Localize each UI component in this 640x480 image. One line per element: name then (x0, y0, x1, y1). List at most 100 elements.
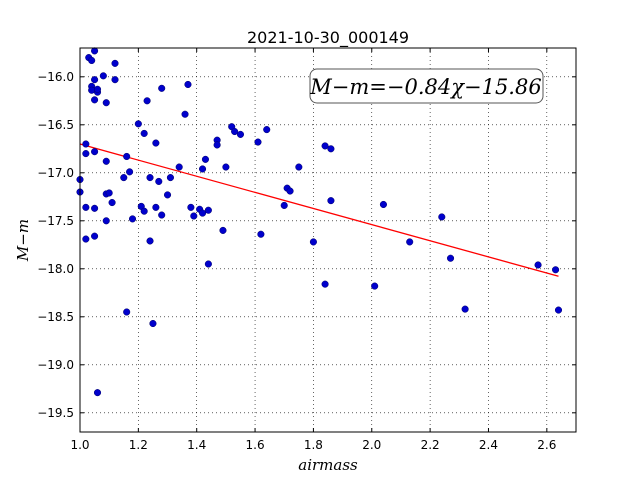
data-point (280, 201, 288, 209)
data-point (321, 280, 329, 288)
data-point (91, 76, 99, 84)
data-point (371, 282, 379, 290)
data-point (286, 187, 294, 195)
data-point (108, 199, 116, 207)
data-point (184, 80, 192, 89)
data-point (105, 189, 113, 197)
fit-equation: M−m=−0.84χ−15.86 (309, 75, 541, 99)
y-tick-labels: −16.0 −16.5 −17.0 −17.5 −18.0 −18.5 −19.0 −19.5 (37, 70, 74, 420)
y-tick-label: −19.5 (37, 406, 74, 420)
data-point (222, 163, 230, 171)
data-point (175, 163, 183, 171)
data-point (446, 254, 455, 262)
data-point (295, 163, 303, 171)
plot-frame (79, 47, 577, 433)
data-point (93, 389, 102, 397)
x-axis-label: airmass (298, 456, 358, 474)
y-tick-label: −18.0 (37, 262, 74, 276)
data-point (91, 204, 99, 212)
x-tick-label: 1.4 (187, 438, 206, 452)
data-point (198, 209, 207, 217)
data-point (406, 238, 414, 246)
data-point (204, 260, 212, 268)
data-point (309, 238, 317, 246)
data-point (438, 213, 446, 221)
data-point (91, 148, 99, 156)
y-tick-label: −17.0 (37, 166, 74, 180)
data-point (181, 110, 189, 118)
data-point (163, 191, 172, 199)
x-tick-labels: 1.0 1.2 1.4 1.6 1.8 2.0 2.2 2.4 2.6 (70, 438, 556, 452)
data-point (236, 130, 245, 138)
x-tick-label: 1.0 (70, 438, 89, 452)
data-point (91, 96, 99, 104)
data-point (321, 142, 329, 150)
annotation-box (309, 68, 544, 104)
data-point (102, 157, 110, 165)
data-point (254, 138, 262, 146)
data-point (102, 217, 110, 225)
data-point (134, 120, 142, 128)
data-point (123, 152, 131, 161)
data-point (552, 266, 560, 274)
data-point (93, 85, 102, 93)
data-point (152, 139, 160, 147)
data-point (91, 47, 99, 55)
data-point (146, 237, 154, 245)
y-tick-label: −16.5 (37, 118, 74, 132)
data-point (219, 226, 227, 234)
y-tick-label: −18.5 (37, 310, 74, 324)
data-point (152, 203, 160, 211)
data-point (204, 206, 212, 214)
data-point (126, 168, 134, 176)
data-point (213, 141, 221, 149)
data-point (82, 235, 90, 243)
x-tick-label: 1.8 (304, 438, 323, 452)
data-point (88, 56, 96, 65)
data-point (534, 261, 542, 269)
y-tick-label: −16.0 (37, 70, 74, 84)
x-tick-label: 2.6 (537, 438, 556, 452)
data-point (82, 203, 90, 211)
data-point (166, 174, 174, 182)
ticks (79, 48, 576, 432)
data-point (82, 150, 90, 158)
data-point (146, 174, 154, 182)
fit-layer (79, 143, 559, 277)
plot-area (80, 48, 576, 432)
chart-title: 2021-10-30_000149 (247, 28, 409, 48)
data-point (149, 319, 157, 328)
data-point (111, 76, 119, 84)
x-tick-label: 2.0 (362, 438, 381, 452)
data-point (158, 211, 166, 219)
data-point (123, 308, 131, 316)
data-point (187, 203, 195, 211)
data-point (155, 177, 163, 185)
data-point (461, 305, 469, 313)
grid (79, 48, 576, 432)
data-point (327, 145, 335, 153)
fit-line (79, 143, 559, 277)
fit-annotation: M−m=−0.84χ−15.86 (309, 68, 544, 104)
data-point (128, 215, 137, 223)
data-point (140, 207, 148, 215)
data-point (82, 140, 90, 148)
x-tick-label: 1.6 (246, 438, 265, 452)
data-point (140, 129, 148, 137)
data-point (143, 97, 151, 105)
data-point (263, 126, 271, 134)
x-tick-label: 2.2 (421, 438, 440, 452)
y-tick-label: −19.0 (37, 358, 74, 372)
data-point (379, 200, 387, 209)
data-point (120, 174, 128, 182)
data-point (111, 59, 119, 67)
data-point (91, 232, 99, 240)
data-point (231, 127, 239, 136)
data-points (76, 47, 563, 397)
x-tick-label: 1.2 (129, 438, 148, 452)
data-point (257, 230, 265, 238)
data-point (158, 84, 166, 92)
data-point (554, 306, 563, 314)
data-point (102, 99, 110, 107)
